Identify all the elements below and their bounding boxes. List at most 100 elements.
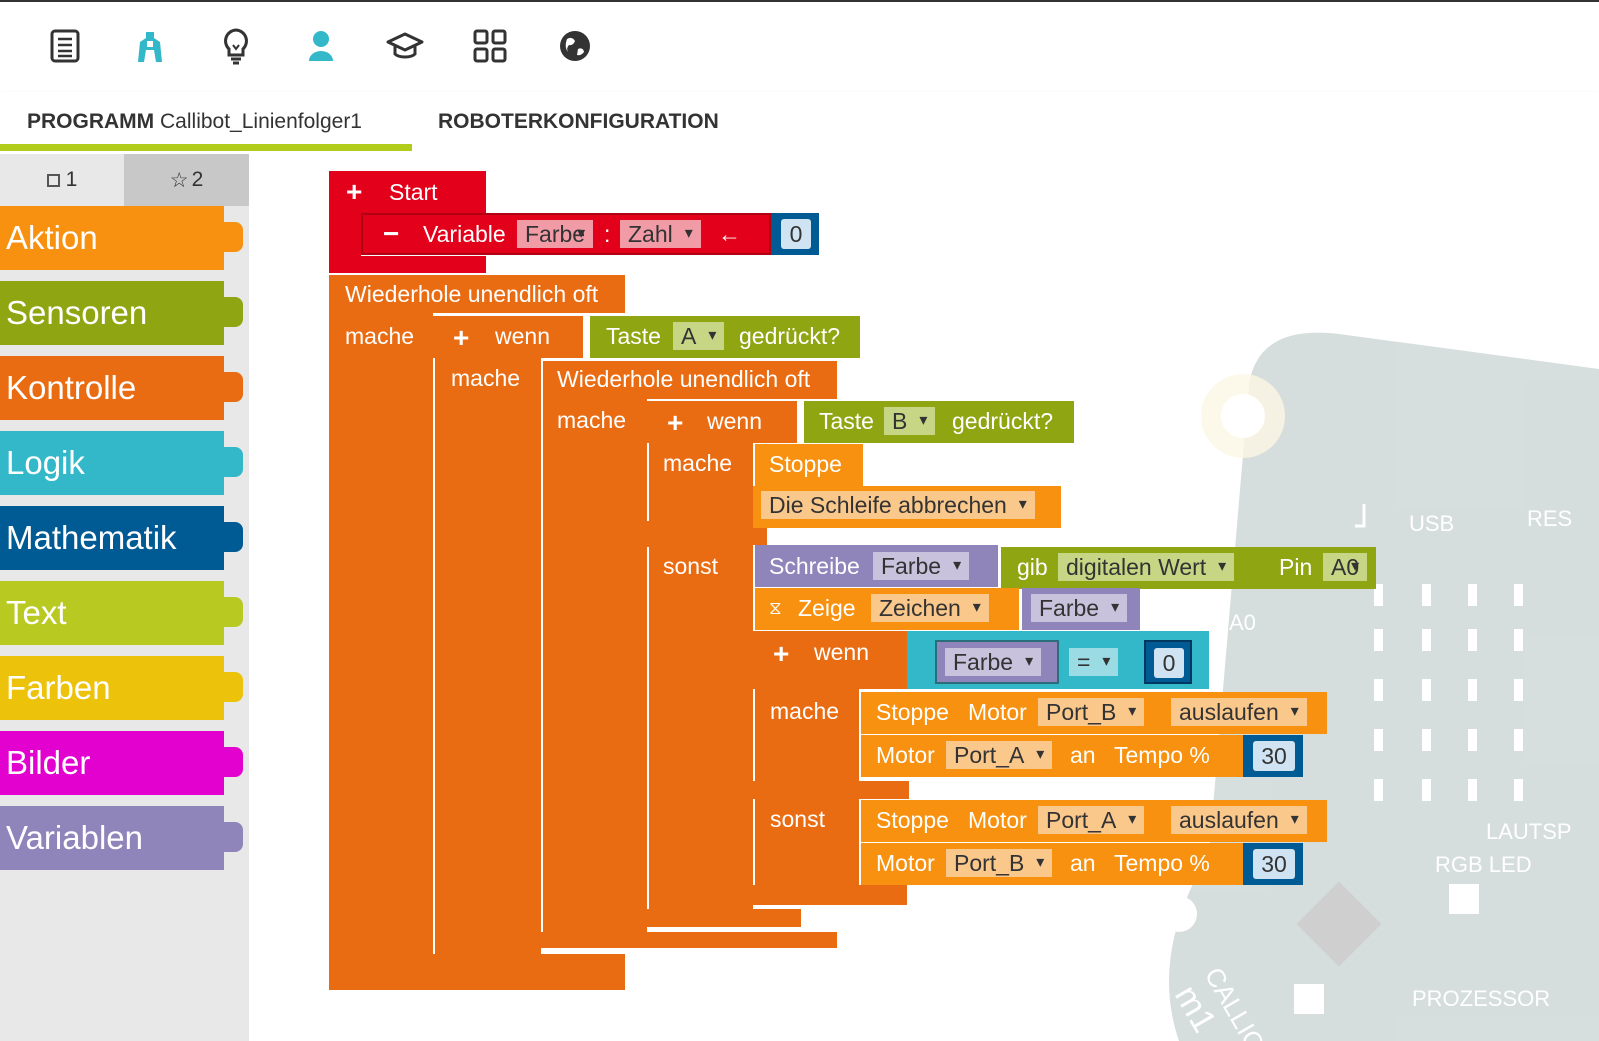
hourglass-icon: ⧖ [769, 598, 782, 618]
if-else-button-b-block[interactable] [647, 401, 753, 927]
category-label: Text [6, 594, 67, 631]
category-logik[interactable]: Logik [0, 431, 243, 495]
robot-icon[interactable] [130, 26, 170, 66]
variable-name-field[interactable]: Farbe [517, 220, 594, 248]
square-icon [46, 173, 60, 187]
if-else-button-b-header [647, 401, 797, 443]
if-else-bottom [647, 909, 801, 927]
show-variable-dropdown[interactable]: Farbe [1031, 594, 1128, 622]
tab-robot-configuration[interactable]: ROBOTERKONFIGURATION [438, 110, 719, 134]
level-2-tab[interactable]: ☆ 2 [124, 154, 249, 206]
category-label: Mathematik [6, 519, 177, 556]
stop-label: Stoppe [876, 699, 949, 725]
category-tab-notch [219, 597, 243, 627]
speed-value-field[interactable]: 30 [1253, 741, 1295, 771]
blockly-workspace[interactable]: USB RES A0 LAUTSP RGB LED PROZESSOR CALL… [249, 154, 1599, 1041]
stop-block[interactable] [753, 444, 863, 486]
speaker-label: LAUTSP [1486, 819, 1572, 844]
tab-program[interactable]: PROGRAMM Callibot_Linienfolger1 [27, 110, 362, 134]
category-sensoren[interactable]: Sensoren [0, 281, 243, 345]
globe-icon[interactable] [555, 26, 595, 66]
else-label: sonst [770, 806, 825, 832]
else-label: sonst [663, 553, 718, 579]
stop-mode-dropdown[interactable]: auslaufen [1171, 698, 1307, 726]
category-label: Logik [6, 444, 85, 481]
stop-label: Stoppe [769, 451, 842, 477]
plus-icon[interactable]: + [453, 322, 470, 353]
inner-repeat-forever-block[interactable] [541, 361, 837, 399]
colon-label: : [604, 221, 611, 247]
pressed-label: gedrückt? [739, 323, 841, 349]
category-tab-notch [219, 747, 243, 777]
if-else-compare-bottom [753, 885, 907, 905]
start-block[interactable] [329, 171, 486, 213]
show-type-dropdown[interactable]: Zeichen [871, 594, 989, 622]
repeat-forever-bottom [329, 972, 625, 990]
plus-icon[interactable]: + [773, 638, 790, 669]
write-label: Schreibe [769, 553, 860, 579]
minus-icon[interactable]: − [383, 218, 400, 249]
repeat-forever-label: Wiederhole unendlich oft [345, 281, 599, 307]
plus-icon[interactable]: + [346, 176, 363, 207]
speed-value-field[interactable]: 30 [1253, 849, 1295, 879]
motor-port-dropdown[interactable]: Port_A [946, 741, 1053, 769]
star-icon: ☆ [169, 168, 189, 192]
plus-icon[interactable]: + [667, 407, 684, 438]
if-label: wenn [707, 408, 762, 434]
break-loop-dropdown[interactable]: Die Schleife abbrechen [761, 491, 1035, 519]
category-tab-notch [219, 822, 243, 852]
category-label: Sensoren [6, 294, 148, 331]
button-a-dropdown[interactable]: A [673, 322, 725, 350]
init-value-field[interactable]: 0 [781, 219, 811, 249]
if-label: wenn [814, 639, 869, 665]
category-text[interactable]: Text [0, 581, 243, 645]
motor-label: Motor [876, 742, 935, 768]
compare-value-field[interactable]: 0 [1154, 648, 1184, 678]
do-label: mache [345, 323, 415, 349]
category-mathematik[interactable]: Mathematik [0, 506, 243, 570]
start-block-bottom [329, 256, 486, 273]
lightbulb-icon[interactable] [216, 26, 256, 66]
category-variablen[interactable]: Variablen [0, 806, 243, 870]
if-else-mid [647, 521, 767, 547]
category-label: Bilder [6, 744, 91, 781]
button-pressed-b-block[interactable] [804, 401, 1074, 443]
digital-value-dropdown[interactable]: digitalen Wert [1058, 553, 1235, 581]
reset-label: RES [1527, 506, 1572, 531]
motor-port-dropdown[interactable]: Port_A [1038, 806, 1145, 834]
compare-operator-dropdown[interactable]: = [1069, 648, 1119, 676]
at-label: an [1070, 850, 1096, 876]
apps-grid-icon[interactable] [470, 26, 510, 66]
button-pressed-a-block[interactable] [590, 316, 860, 358]
category-kontrolle[interactable]: Kontrolle [0, 356, 243, 420]
category-aktion[interactable]: Aktion [0, 206, 243, 270]
level-1-tab[interactable]: 1 [0, 154, 124, 206]
compare-variable-dropdown[interactable]: Farbe [945, 648, 1042, 676]
stop-mode-dropdown[interactable]: auslaufen [1171, 806, 1307, 834]
category-label: Variablen [6, 819, 143, 856]
block-toolbox: 1 ☆ 2 Aktion Sensoren Kontrolle Logik Mathem… [0, 154, 249, 1041]
category-farben[interactable]: Farben [0, 656, 243, 720]
variable-type-dropdown[interactable]: Zahl [620, 220, 701, 248]
category-tab-notch [219, 372, 243, 402]
inner-repeat-forever-bottom [541, 932, 837, 948]
button-label: Taste [606, 323, 661, 349]
motor-port-dropdown[interactable]: Port_B [1038, 698, 1145, 726]
repeat-forever-block[interactable] [329, 275, 625, 313]
pin-dropdown[interactable]: A0 [1323, 553, 1368, 581]
category-bilder[interactable]: Bilder [0, 731, 243, 795]
do-label: mache [663, 450, 733, 476]
category-tab-notch [219, 222, 243, 252]
motor-port-dropdown[interactable]: Port_B [946, 849, 1053, 877]
menu-list-icon[interactable] [45, 26, 85, 66]
usb-label: USB [1409, 511, 1454, 536]
do-label: mache [557, 407, 627, 433]
if-button-a-block[interactable] [433, 316, 541, 972]
category-tab-notch [219, 447, 243, 477]
variable-label: Variable [423, 221, 506, 247]
write-variable-dropdown[interactable]: Farbe [873, 552, 970, 580]
button-b-dropdown[interactable]: B [884, 407, 936, 435]
graduation-cap-icon[interactable] [385, 26, 425, 66]
user-icon[interactable] [301, 26, 341, 66]
do-label: mache [451, 365, 521, 391]
